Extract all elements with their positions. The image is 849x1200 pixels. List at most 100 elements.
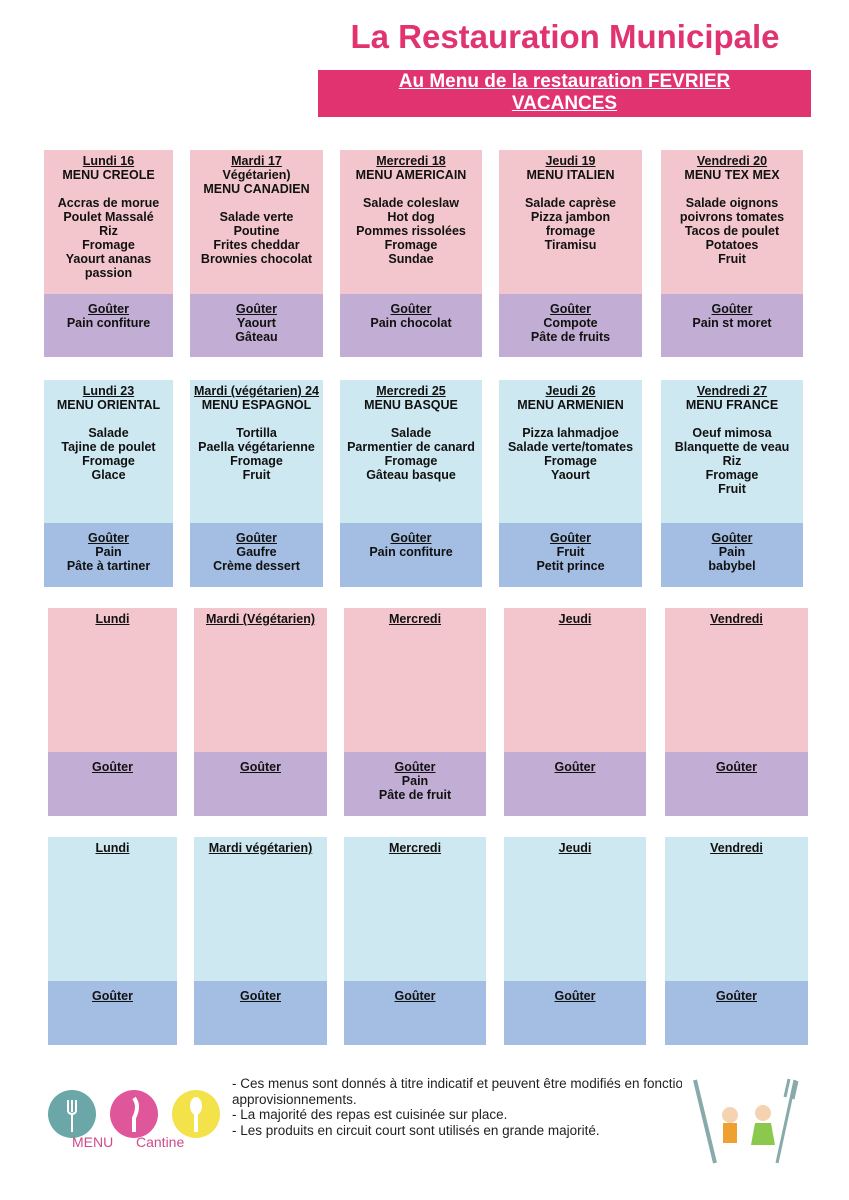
menu-item: Tiramisu xyxy=(544,238,597,252)
menu-item: Frites cheddar xyxy=(213,238,300,252)
spoon-icon xyxy=(190,1097,202,1115)
menu-section: Jeudi xyxy=(504,837,646,981)
snack-item: babybel xyxy=(708,559,756,573)
menu-item: Riz xyxy=(722,454,742,468)
menu-item xyxy=(342,412,480,426)
snack-section: Goûter Pain Pâte à tartiner xyxy=(44,523,173,587)
snack-title: Goûter xyxy=(88,302,129,316)
day-heading: Jeudi 26 xyxy=(545,384,596,398)
menu-item: Salade oignons xyxy=(685,196,779,210)
menu-item: fromage xyxy=(545,224,596,238)
menu-item xyxy=(192,196,321,210)
menu-item: Fruit xyxy=(718,252,746,266)
snack-title: Goûter xyxy=(394,989,436,1003)
day-card: Jeudi 19 MENU ITALIEN Salade caprèse Pizza … xyxy=(499,150,642,357)
menu-item: Pommes rissolées xyxy=(356,224,466,238)
menu-section: Mercredi 18 MENU AMERICAIN Salade coleslaw… xyxy=(340,150,482,294)
day-card: Jeudi 26 MENU ARMENIEN Pizza lahmadjoe Sala… xyxy=(499,380,642,587)
snack-section: Goûter xyxy=(194,752,327,816)
snack-item: Pain st moret xyxy=(692,316,772,330)
snack-item: Pain xyxy=(401,774,429,788)
snack-title: Goûter xyxy=(240,989,281,1003)
note: approvisionnements. xyxy=(232,1091,357,1107)
menu-item: MENU ORIENTAL xyxy=(56,398,161,412)
kid xyxy=(722,1107,738,1123)
menu-section: Jeudi 26 MENU ARMENIEN Pizza lahmadjoe Sala… xyxy=(499,380,642,523)
menu-item: Pizza lahmadjoe xyxy=(522,426,619,440)
day-card: Mardi végétarien) Goûter xyxy=(194,837,327,1045)
snack-item: Pâte à tartiner xyxy=(66,559,151,573)
snack-title: Goûter xyxy=(390,302,432,316)
snack-title: Goûter xyxy=(711,531,753,545)
menu-item: Fromage xyxy=(82,454,135,468)
menu-section: Mardi (Végétarien) xyxy=(194,608,327,752)
menu-item: Salade caprèse xyxy=(524,196,617,210)
fork-drawing xyxy=(775,1078,799,1164)
day-card: Jeudi Goûter xyxy=(504,608,646,816)
menu-item: Glace xyxy=(91,468,126,482)
snack-item: Petit prince xyxy=(536,559,605,573)
day-card: Vendredi 20 MENU TEX MEX Salade oignons poi… xyxy=(661,150,803,357)
day-heading: Lundi 16 xyxy=(82,154,135,168)
menu-section: Lundi 23 MENU ORIENTAL Salade Tajine de pou… xyxy=(44,380,173,523)
menu-section: Vendredi xyxy=(665,608,808,752)
menu-item: MENU AMERICAIN xyxy=(355,168,467,182)
day-card: Lundi Goûter xyxy=(48,837,177,1045)
title: La Restauration Municipale xyxy=(350,18,780,55)
menu-item: MENU BASQUE xyxy=(364,398,458,412)
snack-item: Crème dessert xyxy=(213,559,300,573)
menu-item: Parmentier de canard xyxy=(347,440,475,454)
menu-item: Salade verte/tomates xyxy=(507,440,634,454)
day-heading: Mardi végétarien) xyxy=(208,841,313,855)
snack-section: Goûter xyxy=(665,981,808,1045)
snack-title: Goûter xyxy=(550,302,591,316)
day-card: Mardi (végétarien) 24 MENU ESPAGNOL Tortil… xyxy=(190,380,323,587)
menu-section: Lundi xyxy=(48,837,177,981)
menu-item: Fruit xyxy=(242,468,271,482)
snack-item: Compote xyxy=(543,316,598,330)
menu-item: passion xyxy=(84,266,133,280)
menu-section: Vendredi 27 MENU FRANCE Oeuf mimosa Blanque… xyxy=(661,380,803,523)
snack-item: Pain xyxy=(95,545,122,559)
day-heading: Vendredi 20 xyxy=(696,154,768,168)
day-card: Lundi 16 MENU CREOLE Accras de morue Poulet… xyxy=(44,150,173,357)
day-card: Mardi 17 Végétarien) MENU CANADIEN Salade v… xyxy=(190,150,323,357)
snack-section: Goûter xyxy=(344,981,486,1045)
menu-item: Salade verte xyxy=(219,210,294,224)
snack-section: Goûter Pain Pâte de fruit xyxy=(344,752,486,816)
day-heading: Jeudi 19 xyxy=(545,154,596,168)
snack-section: Goûter Fruit Petit prince xyxy=(499,523,642,587)
menu-item: Fromage xyxy=(384,238,438,252)
menu-item: Potatoes xyxy=(705,238,759,252)
snack-item: Yaourt xyxy=(237,316,276,330)
menu-item xyxy=(663,182,801,196)
menu-item: Fruit xyxy=(718,482,746,496)
day-heading: Mercredi 18 xyxy=(376,154,446,168)
snack-item: Pâte de fruit xyxy=(378,788,452,802)
snack-section: Goûter Pain confiture xyxy=(44,294,173,357)
day-card: Lundi Goûter xyxy=(48,608,177,816)
menu-section: Lundi xyxy=(48,608,177,752)
day-heading: Jeudi xyxy=(558,841,592,855)
subtitle-line: VACANCES xyxy=(511,93,618,114)
menu-item: Poutine xyxy=(233,224,280,238)
menu-section: Mardi végétarien) xyxy=(194,837,327,981)
snack-title: Goûter xyxy=(390,531,432,545)
snack-item: Gaufre xyxy=(236,545,277,559)
menu-item: Fromage xyxy=(230,454,283,468)
day-heading: Mardi 17 xyxy=(231,154,282,168)
menu-item: Tacos de poulet xyxy=(684,224,780,238)
day-card: Mercredi Goûter Pain Pâte de fruit xyxy=(344,608,486,816)
snack-title: Goûter xyxy=(711,302,753,316)
menu-item: Pizza jambon xyxy=(530,210,611,224)
menu-item: Tortilla xyxy=(236,426,277,440)
menu-item: MENU ITALIEN xyxy=(526,168,615,182)
menu-item: Fromage xyxy=(544,454,597,468)
snack-item: Pain confiture xyxy=(66,316,151,330)
menu-item: Salade xyxy=(390,426,432,440)
menu-item xyxy=(501,182,640,196)
snack-item: Gâteau xyxy=(235,330,278,344)
snack-section: Goûter Pain confiture xyxy=(340,523,482,587)
snack-title: Goûter xyxy=(394,760,436,774)
